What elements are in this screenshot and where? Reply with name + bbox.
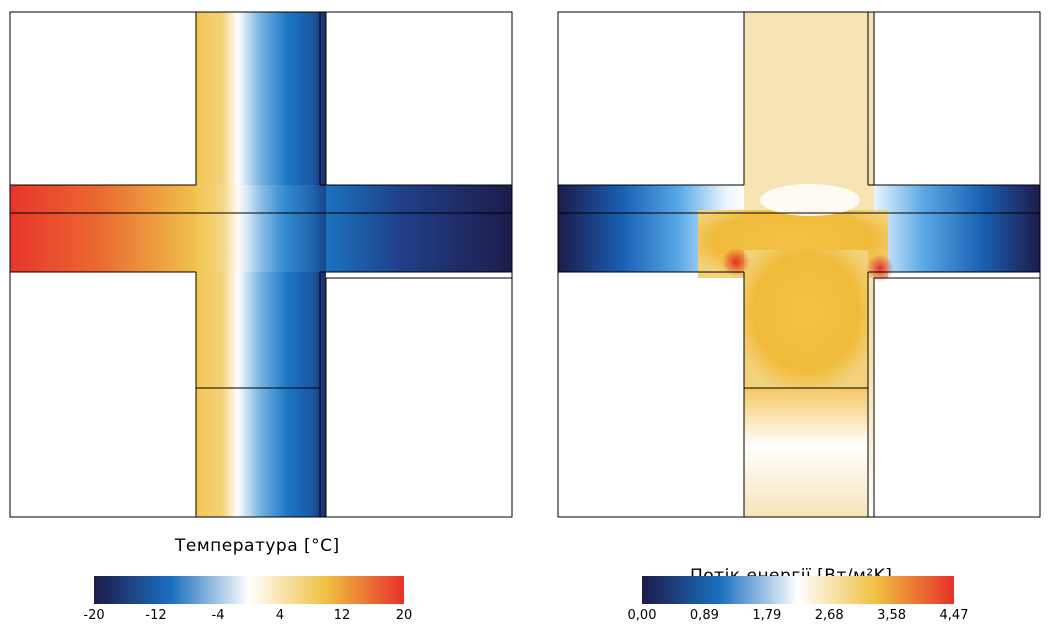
colorbar-tick-label: 3,58: [877, 608, 907, 623]
energy-flux-diagram: [557, 11, 1041, 518]
colorbar-tick-label: 4: [275, 608, 285, 623]
colorbar-tick-label: 4,47: [939, 608, 969, 623]
colorbar-tick-label: 0,00: [627, 608, 657, 623]
colorbar-tick-label: 20: [395, 608, 413, 623]
structure-outlines: [557, 11, 1041, 518]
temperature-legend-title: Температура [°C]: [175, 536, 340, 556]
structure-outlines: [9, 11, 513, 518]
temperature-field: [10, 12, 512, 517]
temperature-colorbar: [94, 576, 404, 604]
energy-flux-colorbar: [642, 576, 954, 604]
colorbar-tick-label: -12: [145, 608, 167, 623]
colorbar-tick-label: 2,68: [814, 608, 844, 623]
colorbar-tick-label: 1,79: [752, 608, 782, 623]
colorbar-tick-label: -4: [211, 608, 225, 623]
energy-flux-field: [558, 12, 1040, 517]
colorbar-tick-label: -20: [83, 608, 105, 623]
colorbar-tick-label: 0,89: [689, 608, 719, 623]
colorbar-tick-label: 12: [333, 608, 351, 623]
temperature-field-diagram: [9, 11, 513, 518]
